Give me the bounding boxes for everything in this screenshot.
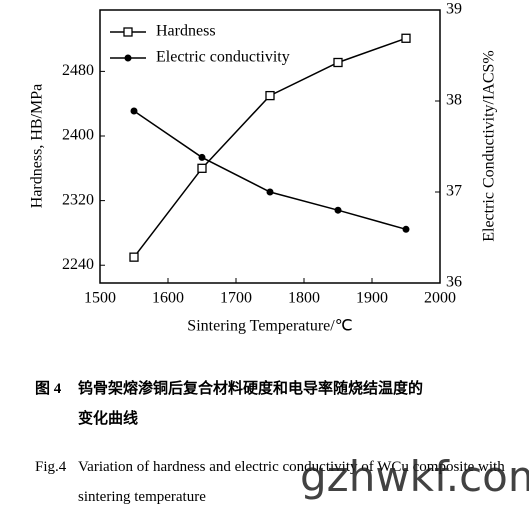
marker (402, 225, 410, 233)
x-tick-label: 2000 (424, 290, 456, 307)
marker (130, 107, 138, 115)
y-tick-label: 2240 (62, 256, 94, 273)
legend-label: Hardness (156, 23, 216, 40)
marker (197, 163, 207, 173)
legend-marker (123, 27, 133, 37)
x-axis-label: Sintering Temperature/℃ (187, 318, 352, 335)
y-tick-label: 2400 (62, 127, 94, 144)
y2-axis-label: Electric Conductivity/IACS% (481, 50, 498, 242)
watermark: gzhwkf.com (300, 452, 529, 501)
caption-label: 图 4 (35, 381, 62, 397)
chart: Sintering Temperature/℃ Hardness, HB/MPa… (29, 1, 498, 335)
caption-text: 钨骨架熔渗铜后复合材料硬度和电导率随烧结温度的变化曲线 (78, 381, 424, 427)
y2-tick-label: 38 (446, 92, 462, 109)
marker (401, 33, 411, 43)
legend-marker (124, 54, 132, 62)
y2-tick-label: 39 (446, 1, 462, 18)
x-tick-label: 1900 (356, 290, 388, 307)
x-tick-label: 1500 (84, 290, 116, 307)
y-axis-label: Hardness, HB/MPa (29, 84, 46, 208)
x-tick-label: 1700 (220, 290, 252, 307)
marker (198, 153, 206, 161)
y-tick-label: 2320 (62, 191, 94, 208)
marker (333, 57, 343, 68)
marker (266, 188, 274, 196)
caption-text: Variation of hardness and electric condu… (78, 459, 505, 505)
legend-label: Electric conductivity (156, 49, 290, 66)
plot-frame (99, 9, 441, 284)
marker (265, 90, 275, 101)
marker (129, 252, 139, 262)
y2-tick-label: 36 (446, 274, 462, 291)
series-line (133, 37, 407, 258)
x-tick-label: 1600 (152, 290, 184, 307)
series-line (133, 110, 407, 231)
caption-label: Fig.4 (35, 459, 67, 475)
y-tick-label: 2480 (62, 62, 94, 79)
x-tick-label: 1800 (288, 290, 320, 307)
marker (334, 206, 342, 214)
y2-tick-label: 37 (446, 183, 462, 200)
